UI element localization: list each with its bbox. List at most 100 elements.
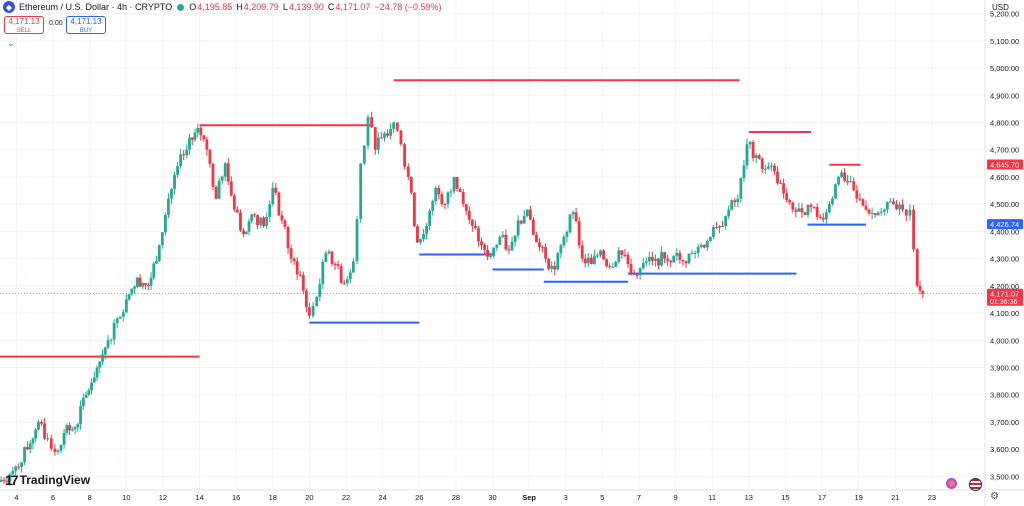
candle-body	[176, 166, 179, 175]
candle-body	[59, 444, 63, 451]
candle-body	[458, 188, 462, 193]
price-change: −24.78 (−0.59%)	[374, 2, 442, 12]
candle-body	[678, 253, 682, 260]
candle-body	[812, 206, 816, 208]
candle-body	[727, 209, 731, 217]
candle-body	[541, 246, 544, 248]
candle-body	[37, 421, 40, 430]
symbol-title[interactable]: Ethereum / U.S. Dollar · 4h · CRYPTO	[19, 2, 173, 12]
candle-body	[654, 258, 657, 261]
sell-button[interactable]: 4,171.13 SELL	[4, 16, 44, 34]
price-axis[interactable]: 3,500.00 3,600.00 3,700.00 3,800.00 3,900.00…	[984, 0, 1019, 506]
settings-gear-icon[interactable]: ⚙	[990, 491, 999, 502]
candle-body	[547, 258, 551, 269]
candle-body	[380, 137, 383, 139]
time-tick-label: 6	[51, 493, 55, 502]
candle-body	[568, 214, 572, 233]
candle-body	[553, 265, 557, 270]
candle-body	[867, 209, 871, 214]
price-tick-label: 3,500.00	[990, 472, 1019, 481]
candle-body	[620, 250, 624, 255]
candle-body	[623, 254, 627, 256]
tradingview-logo[interactable]: 17 TradingView	[5, 472, 90, 488]
price-tick-label: 4,000.00	[990, 336, 1019, 345]
price-tag-label: 4,645.70	[990, 161, 1019, 170]
time-tick-label: 9	[673, 493, 677, 502]
candle-body	[239, 212, 242, 231]
price-tick-label: 4,900.00	[990, 91, 1019, 100]
candle-body	[43, 423, 46, 439]
candle-body	[849, 181, 853, 183]
symbol-legend: ◆ Ethereum / U.S. Dollar · 4h · CRYPTO O…	[0, 0, 446, 14]
candle-body	[26, 447, 29, 450]
currency-label[interactable]: USD	[992, 3, 1009, 12]
candle-body	[298, 274, 302, 276]
candle-body	[879, 211, 883, 213]
candle-body	[800, 208, 804, 213]
candle-body	[660, 252, 663, 266]
candle-body	[864, 205, 868, 210]
event-marker-icon[interactable]	[946, 478, 957, 489]
candle-body	[434, 187, 438, 202]
candle-body	[217, 180, 221, 199]
candle-body	[443, 204, 447, 206]
candle-body	[196, 127, 200, 133]
candle-body	[242, 230, 245, 235]
candle-body	[745, 144, 749, 166]
collapse-legend-icon[interactable]: ⌄	[7, 38, 15, 48]
candle-body	[46, 438, 50, 440]
candle-body	[846, 180, 850, 183]
candle-body	[389, 128, 392, 136]
candle-body	[565, 232, 569, 237]
candle-body	[330, 251, 334, 264]
candle-body	[49, 438, 53, 449]
candle-body	[724, 216, 728, 227]
candle-body	[684, 261, 688, 264]
candle-body	[336, 264, 340, 267]
candle-body	[650, 256, 654, 261]
candle-body	[562, 236, 566, 246]
time-tick-label: 10	[122, 493, 130, 502]
time-axis[interactable]: 4 6 8 10 12 14 16 18 20 22 24 26 28 30 Sep 3 5 7 9 11 13 15 17…	[0, 489, 1024, 502]
candle-body	[362, 145, 366, 164]
candle-body	[90, 382, 93, 391]
candle-body	[70, 429, 74, 431]
candle-body	[190, 137, 194, 140]
us-flag-icon[interactable]	[969, 478, 982, 491]
candle-body	[34, 429, 38, 439]
candle-body	[501, 234, 505, 237]
candle-body	[898, 204, 901, 210]
candle-body	[550, 265, 554, 269]
time-tick-label: 20	[305, 493, 313, 502]
candle-body	[236, 209, 239, 213]
candle-body	[669, 260, 673, 263]
candle-body	[73, 427, 77, 430]
candle-body	[513, 235, 517, 242]
candle-body	[535, 234, 538, 243]
candle-body	[68, 425, 71, 431]
buy-button[interactable]: 4,171.13 BUY	[66, 16, 106, 34]
candle-body	[247, 221, 251, 232]
candle-body	[112, 323, 116, 340]
candle-body	[188, 137, 191, 150]
candle-body	[882, 209, 886, 212]
time-tick-label: 22	[342, 493, 350, 502]
candle-body	[185, 149, 189, 156]
candle-body	[163, 214, 167, 233]
price-tick-label: 3,800.00	[990, 391, 1019, 400]
candle-body	[406, 166, 410, 177]
ethereum-icon: ◆	[3, 1, 15, 13]
candle-body	[253, 214, 256, 216]
candle-body	[141, 283, 145, 287]
candle-body	[146, 284, 150, 286]
ohlc-open: 4,195.85	[197, 2, 233, 12]
candle-body	[173, 174, 176, 189]
candle-body	[370, 117, 374, 128]
candle-body	[259, 217, 262, 226]
candle-body	[179, 154, 183, 167]
time-tick-label: 19	[854, 493, 862, 502]
tradingview-wordmark: TradingView	[19, 473, 91, 487]
candle-body	[614, 261, 618, 267]
candle-body	[477, 228, 480, 242]
